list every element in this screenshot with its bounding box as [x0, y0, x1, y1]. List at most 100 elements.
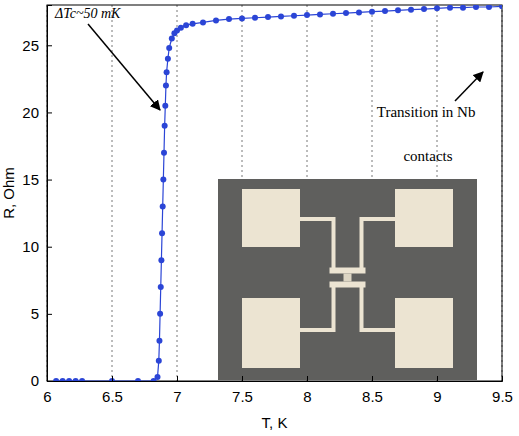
- data-point: [343, 10, 349, 16]
- tick-label: 8.5: [362, 388, 383, 405]
- annotation: ΔTc~50 mK: [54, 6, 121, 21]
- data-point: [395, 7, 401, 13]
- y-axis-title: R, Ohm: [0, 167, 17, 219]
- annotation: Transition in Nb contacts: [377, 104, 479, 164]
- data-point: [183, 22, 189, 28]
- data-point: [169, 36, 175, 42]
- data-point: [499, 5, 502, 9]
- tick: 5: [31, 305, 52, 322]
- data-point: [460, 5, 466, 11]
- tick-label: 25: [22, 37, 39, 54]
- data-point: [53, 378, 59, 381]
- data-point: [162, 123, 168, 129]
- data-point: [330, 11, 336, 17]
- data-point: [278, 13, 284, 19]
- tick-mark: [47, 314, 52, 315]
- inset-image: [218, 179, 477, 380]
- plot-area: [53, 5, 502, 381]
- inset-lead: [362, 219, 396, 270]
- tick: 8.5: [362, 376, 383, 405]
- data-point: [317, 11, 323, 17]
- tick-label: 9: [433, 388, 441, 405]
- data-line: [56, 6, 502, 381]
- data-point: [66, 378, 72, 381]
- data-point: [159, 230, 165, 236]
- data-point: [382, 8, 388, 14]
- data-point: [369, 9, 375, 15]
- data-point: [157, 311, 163, 317]
- inset-lead: [300, 219, 334, 270]
- data-point: [79, 378, 85, 381]
- x-axis: 6 6.5 7 7.5 8 8.5 9 9.5: [43, 376, 513, 405]
- inset-pad: [242, 189, 300, 247]
- inset-bridge: [330, 268, 366, 274]
- data-point: [60, 378, 66, 381]
- tick-label: 7: [173, 388, 181, 405]
- tick-mark: [177, 376, 178, 381]
- data-point: [190, 21, 196, 27]
- tick: 9: [433, 376, 441, 405]
- tick: 7.5: [232, 376, 253, 405]
- inset-lead: [300, 286, 334, 331]
- tick: 8: [303, 376, 311, 405]
- annotation-arrow: [88, 24, 160, 110]
- inset-pad: [395, 298, 453, 368]
- tick-label: 0: [31, 372, 39, 389]
- tick-label: 15: [22, 171, 39, 188]
- tick-mark: [47, 247, 52, 248]
- data-point: [156, 358, 162, 364]
- data-point: [252, 15, 258, 21]
- x-axis-title: T, K: [262, 414, 288, 431]
- grid: [47, 5, 502, 381]
- data-point: [155, 374, 161, 380]
- data-point: [178, 25, 184, 31]
- grid-line: [112, 5, 113, 381]
- y-axis: 0 5 10 15 20 25: [22, 6, 52, 390]
- axis-line: [48, 6, 53, 382]
- grid-line: [177, 5, 178, 381]
- data-point: [226, 16, 232, 22]
- data-point: [265, 14, 271, 20]
- tick-label: 6: [43, 388, 51, 405]
- data-point: [164, 69, 170, 75]
- tick-label: 6.5: [102, 388, 123, 405]
- data-point: [304, 12, 310, 18]
- data-point: [160, 203, 166, 209]
- data-point: [160, 177, 166, 183]
- data-point: [158, 257, 164, 263]
- tick: 7: [173, 376, 181, 405]
- tick: 25: [22, 37, 52, 54]
- tick-label: 10: [22, 238, 39, 255]
- chart: 6 6.5 7 7.5 8 8.5 9 9.5 0 5 10 15 20 25 T, K R, Ohm ΔTc~…: [0, 0, 519, 436]
- tick-mark: [307, 376, 308, 381]
- data-point: [165, 56, 171, 62]
- tick-mark: [112, 376, 113, 381]
- tick-label: 7.5: [232, 388, 253, 405]
- data-point: [156, 338, 162, 344]
- tick-label: 8: [303, 388, 311, 405]
- inset-pad: [395, 189, 453, 247]
- data-point: [200, 19, 206, 25]
- tick-mark: [437, 376, 438, 381]
- data-point: [166, 45, 172, 51]
- tick-mark: [242, 376, 243, 381]
- data-point: [161, 150, 167, 156]
- tick-mark: [47, 381, 52, 382]
- data-point: [434, 5, 440, 11]
- tick: 15: [22, 171, 52, 188]
- tick-mark: [372, 376, 373, 381]
- data-point: [163, 83, 169, 89]
- data-point: [356, 9, 362, 15]
- tick: 9.5: [492, 376, 513, 405]
- tick-label: 5: [31, 305, 39, 322]
- tick-label: 20: [22, 104, 39, 121]
- tick-mark: [47, 45, 52, 46]
- data-point: [408, 7, 414, 13]
- tick-mark: [47, 180, 52, 181]
- inset-pad: [242, 298, 300, 368]
- inset-sample: [344, 274, 352, 282]
- data-point: [213, 17, 219, 23]
- data-point: [162, 103, 168, 109]
- data-point: [421, 6, 427, 12]
- inset-bridge: [330, 282, 366, 288]
